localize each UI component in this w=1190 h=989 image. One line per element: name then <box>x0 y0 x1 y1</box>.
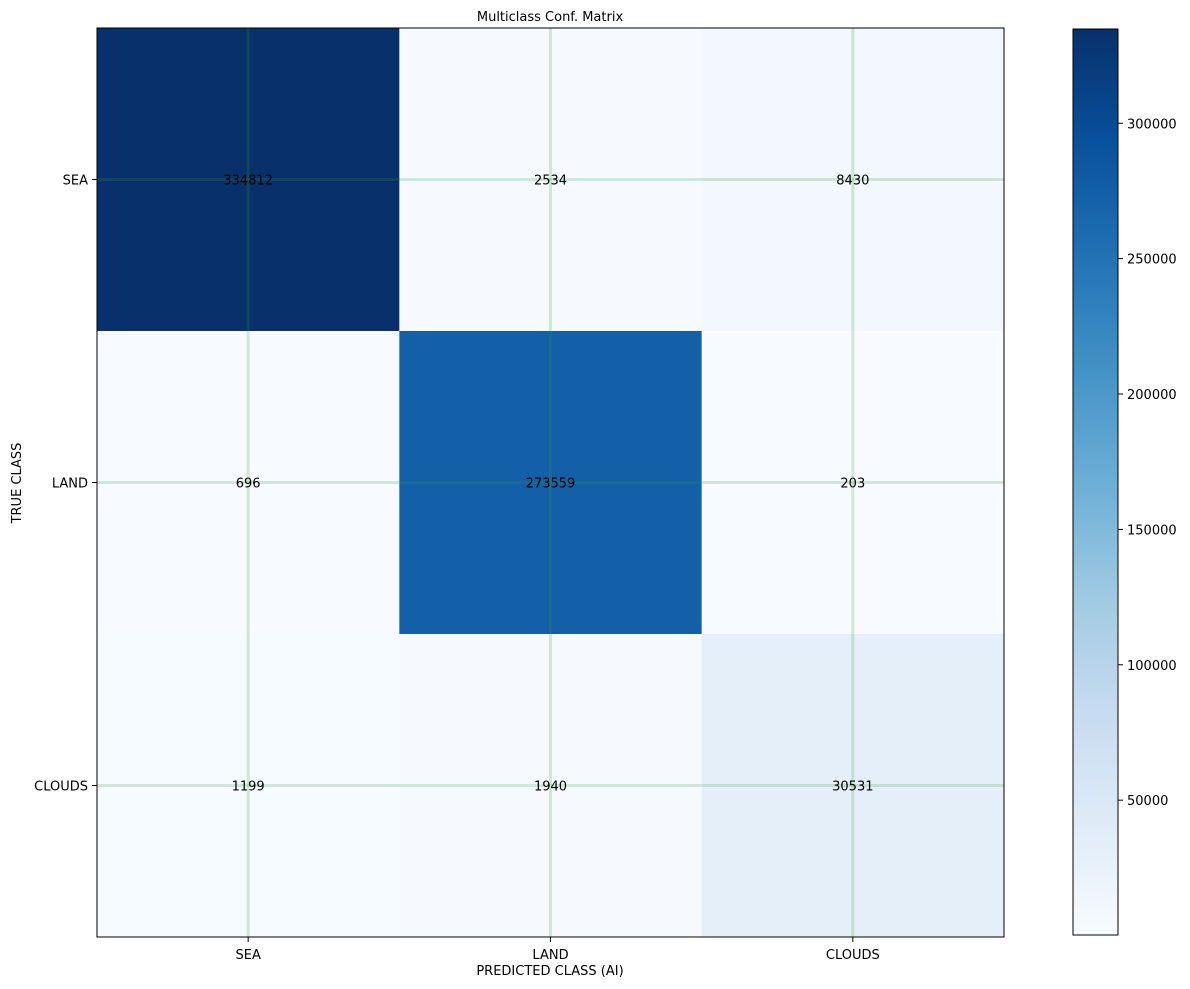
heatmap-cell <box>399 331 703 635</box>
x-axis-ticks: SEA LAND CLOUDS <box>235 937 880 963</box>
colorbar-tick-label: 50000 <box>1127 794 1168 809</box>
colorbar-tick-label: 100000 <box>1127 659 1177 674</box>
heatmap-cell <box>701 634 1005 938</box>
cell-value-label: 1940 <box>534 780 567 795</box>
y-axis-ticks: SEA LAND CLOUDS <box>34 174 97 795</box>
colorbar <box>1072 28 1119 936</box>
colorbar-tick-label: 300000 <box>1127 117 1177 132</box>
heatmap-cell <box>701 331 1005 635</box>
heatmap-cell <box>97 634 400 938</box>
x-tick-label: LAND <box>532 948 568 963</box>
colorbar-tick-label: 150000 <box>1127 523 1177 538</box>
y-tick-label: CLOUDS <box>34 780 88 795</box>
y-axis-label: TRUE CLASS <box>10 443 25 525</box>
y-tick-label: SEA <box>63 174 88 189</box>
heatmap-cell <box>399 634 703 938</box>
colorbar-tick-label: 250000 <box>1127 253 1177 268</box>
cell-value-label: 334812 <box>223 174 273 189</box>
heatmap-cell <box>97 28 400 332</box>
cell-value-label: 30531 <box>832 780 873 795</box>
cell-value-label: 8430 <box>836 174 869 189</box>
cell-value-label: 696 <box>236 477 261 492</box>
gridlines <box>97 28 1004 937</box>
cell-value-label: 1199 <box>232 780 265 795</box>
cell-value-label: 203 <box>840 477 865 492</box>
heatmap-cells <box>97 28 1005 938</box>
x-axis-label: PREDICTED CLASS (AI) <box>476 964 623 979</box>
x-tick-label: CLOUDS <box>826 948 880 963</box>
x-tick-label: SEA <box>235 948 260 963</box>
heatmap-cell <box>399 28 703 332</box>
colorbar-ticks: 50000 100000 150000 200000 250000 300000 <box>1118 117 1177 809</box>
colorbar-tick-label: 200000 <box>1127 388 1177 403</box>
chart-title: Multiclass Conf. Matrix <box>477 10 624 25</box>
heatmap-cell <box>97 331 400 635</box>
cell-value-label: 2534 <box>534 174 567 189</box>
cell-value-label: 273559 <box>526 477 576 492</box>
heatmap-cell <box>701 28 1005 332</box>
cell-labels: 334812 2534 8430 696 273559 203 1199 1940 30531 <box>223 174 873 795</box>
y-tick-label: LAND <box>52 477 88 492</box>
